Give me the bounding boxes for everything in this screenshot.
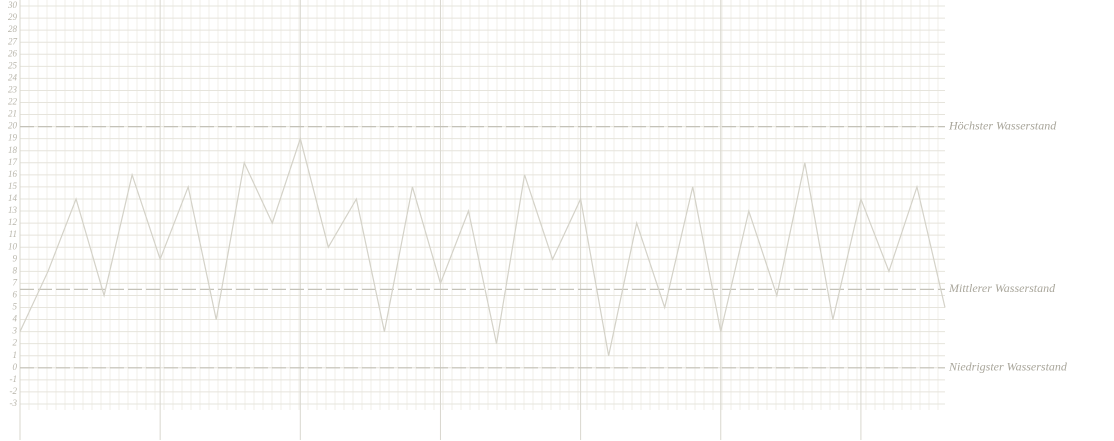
reference-label: Höchster Wasserstand bbox=[948, 118, 1057, 132]
y-tick-label: 29 bbox=[8, 12, 18, 22]
y-tick-label: 27 bbox=[8, 36, 18, 46]
y-tick-label: 11 bbox=[9, 229, 17, 239]
y-tick-label: 15 bbox=[8, 181, 18, 191]
y-tick-label: 6 bbox=[13, 290, 18, 300]
reference-label: Niedrigster Wasserstand bbox=[948, 360, 1068, 374]
y-tick-label: 23 bbox=[8, 85, 18, 95]
y-tick-label: 24 bbox=[8, 72, 18, 82]
y-tick-label: 9 bbox=[13, 253, 18, 263]
y-tick-label: -2 bbox=[10, 386, 18, 396]
y-tick-label: 17 bbox=[8, 157, 18, 167]
y-tick-label: 7 bbox=[13, 277, 18, 287]
y-tick-label: 3 bbox=[12, 326, 18, 336]
y-tick-label: 1 bbox=[13, 350, 18, 360]
data-line bbox=[19, 136, 946, 356]
y-tick-label: 19 bbox=[8, 133, 18, 143]
y-tick-label: 4 bbox=[13, 314, 18, 324]
reference-label: Mittlerer Wasserstand bbox=[948, 281, 1056, 295]
y-tick-label: 0 bbox=[13, 362, 18, 372]
y-tick-label: 12 bbox=[8, 217, 18, 227]
y-tick-label: -1 bbox=[10, 374, 18, 384]
y-tick-label: 8 bbox=[13, 265, 18, 275]
y-tick-label: -3 bbox=[10, 398, 18, 408]
y-tick-label: 14 bbox=[8, 193, 18, 203]
y-tick-label: 26 bbox=[8, 48, 18, 58]
y-tick-label: 25 bbox=[8, 60, 18, 70]
y-tick-label: 5 bbox=[13, 302, 18, 312]
y-tick-label: 2 bbox=[13, 338, 18, 348]
y-tick-label: 28 bbox=[8, 24, 18, 34]
y-tick-label: 10 bbox=[8, 241, 18, 251]
y-tick-label: 21 bbox=[8, 109, 17, 119]
y-tick-label: 13 bbox=[8, 205, 18, 215]
y-tick-label: 22 bbox=[8, 97, 18, 107]
y-tick-label: 20 bbox=[8, 121, 18, 131]
y-tick-label: 16 bbox=[8, 169, 18, 179]
y-tick-label: 30 bbox=[7, 0, 18, 10]
y-tick-label: 18 bbox=[8, 145, 18, 155]
